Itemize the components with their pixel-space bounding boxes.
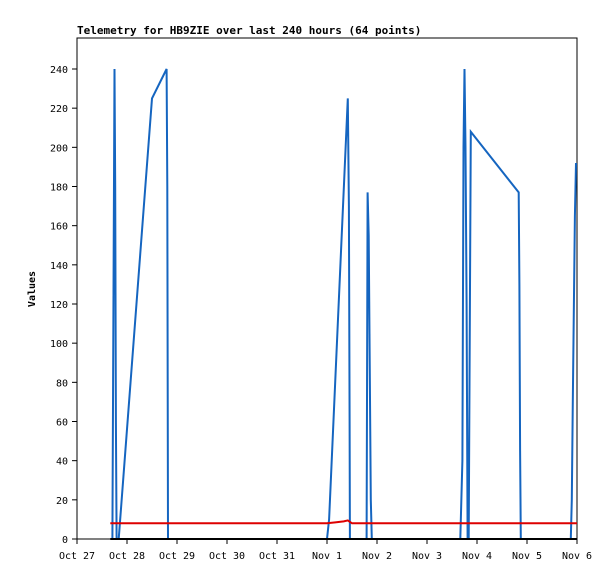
x-tick-label: Nov 4 xyxy=(462,551,492,562)
y-tick-label: 60 xyxy=(56,418,68,429)
y-tick-label: 120 xyxy=(50,300,68,311)
x-tick-label: Nov 5 xyxy=(512,551,542,562)
y-tick-label: 240 xyxy=(50,65,68,76)
x-tick-label: Oct 30 xyxy=(209,551,245,562)
y-tick-label: 20 xyxy=(56,496,68,507)
y-tick-label: 80 xyxy=(56,378,68,389)
y-tick-label: 0 xyxy=(62,535,68,546)
x-axis: Oct 27 Oct 28 Oct 29 Oct 30 Oct 31 Nov 1 Nov 2… xyxy=(59,539,592,562)
y-axis: 0 20 40 60 80 100 120 140 160 180 200 220 240 xyxy=(50,65,77,546)
chart-title: Telemetry for HB9ZIE over last 240 hours… xyxy=(77,24,421,37)
y-tick-label: 40 xyxy=(56,457,68,468)
x-tick-label: Oct 31 xyxy=(259,551,295,562)
y-tick-label: 140 xyxy=(50,261,68,272)
plot-area-frame xyxy=(76,37,578,540)
series-line-2 xyxy=(110,519,577,525)
x-tick-label: Nov 3 xyxy=(412,551,442,562)
y-axis-label: Values xyxy=(27,271,38,307)
x-tick-label: Oct 29 xyxy=(159,551,195,562)
y-tick-label: 220 xyxy=(50,104,68,115)
y-tick-label: 180 xyxy=(50,183,68,194)
series-layer xyxy=(110,68,577,540)
x-tick-label: Nov 6 xyxy=(562,551,592,562)
y-tick-label: 200 xyxy=(50,143,68,154)
x-tick-label: Nov 1 xyxy=(312,551,342,562)
y-tick-label: 100 xyxy=(50,339,68,350)
y-tick-label: 160 xyxy=(50,222,68,233)
series-line-1 xyxy=(111,68,577,540)
x-tick-label: Nov 2 xyxy=(362,551,392,562)
x-tick-label: Oct 27 xyxy=(59,551,95,562)
x-tick-label: Oct 28 xyxy=(109,551,145,562)
